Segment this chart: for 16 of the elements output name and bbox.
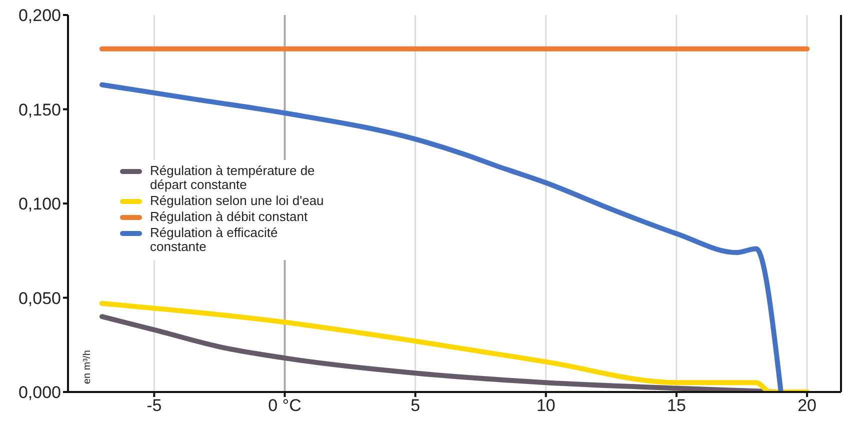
- x-tick-label: 5: [410, 396, 420, 416]
- y-tick-label: 0,050: [18, 288, 61, 308]
- legend-label: Régulation à débit constant: [150, 209, 308, 224]
- x-tick-label: 0 °C: [268, 396, 302, 416]
- y-tick-label: 0,000: [18, 383, 61, 402]
- x-tick-label: 20: [798, 396, 817, 416]
- x-tick-label: -5: [146, 396, 162, 416]
- legend-label: Régulation à température de départ constante: [150, 163, 316, 192]
- y-tick-label: 0,100: [18, 194, 61, 214]
- legend-label: Régulation selon une loi d'eau: [150, 193, 324, 208]
- x-tick-label: 15: [667, 396, 686, 416]
- y-axis-title: en m³/h: [82, 350, 93, 384]
- y-tick-label: 0,150: [18, 100, 61, 120]
- y-tick-label: 0,200: [18, 6, 61, 26]
- x-tick-label: 10: [536, 396, 556, 416]
- legend-label: Régulation à efficacité constante: [150, 225, 279, 254]
